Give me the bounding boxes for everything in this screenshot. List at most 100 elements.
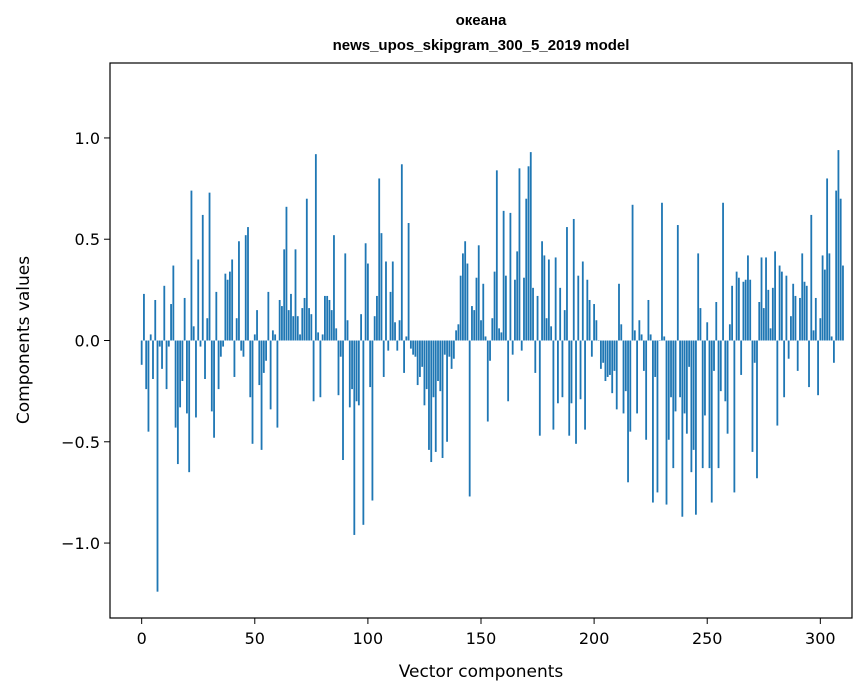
bar — [676, 225, 679, 341]
bar — [342, 340, 344, 461]
bar — [837, 150, 840, 341]
bar — [566, 227, 568, 341]
bar — [355, 340, 358, 402]
bar — [536, 295, 539, 341]
bar — [507, 340, 510, 402]
bar — [428, 340, 430, 450]
bar — [611, 340, 614, 394]
bar — [654, 340, 657, 377]
bar — [509, 212, 512, 341]
bar — [484, 336, 487, 341]
bar — [319, 340, 322, 398]
bar — [292, 316, 295, 341]
bar — [604, 340, 607, 382]
bar — [172, 265, 175, 341]
bar — [183, 297, 186, 341]
bar — [554, 257, 557, 341]
bar — [830, 336, 833, 341]
bar — [339, 340, 342, 357]
bar — [744, 279, 747, 341]
bar — [624, 340, 627, 392]
bar — [419, 340, 421, 377]
bar — [308, 308, 310, 341]
y-tick-label: −1.0 — [61, 534, 100, 553]
chart-title: океана — [456, 12, 507, 29]
bar — [563, 310, 566, 341]
bar — [719, 340, 722, 392]
bar — [244, 235, 247, 341]
bar — [615, 340, 618, 410]
bar — [835, 190, 838, 341]
bar — [570, 340, 573, 404]
bar — [480, 320, 482, 341]
bar — [224, 273, 227, 341]
bar — [493, 271, 496, 341]
bar — [751, 340, 754, 452]
bar — [799, 297, 801, 341]
bar — [448, 340, 451, 357]
bar — [477, 245, 480, 341]
bar — [235, 318, 238, 341]
bar — [222, 340, 225, 347]
bar — [812, 330, 815, 341]
bar — [529, 152, 532, 341]
bar — [609, 340, 611, 375]
bar — [233, 340, 236, 377]
bar — [190, 190, 193, 341]
y-axis: −1.0 −0.5 0.0 0.5 1.0 — [61, 129, 110, 553]
bar — [749, 279, 752, 341]
bar — [572, 218, 575, 341]
bar — [584, 340, 586, 430]
bar — [296, 316, 299, 341]
bar — [602, 340, 605, 363]
bar — [665, 340, 668, 505]
bar — [439, 340, 442, 392]
bar — [538, 340, 541, 436]
bar — [267, 291, 270, 341]
bar — [527, 166, 530, 341]
bar — [534, 340, 537, 373]
bar — [633, 330, 636, 341]
bar — [523, 277, 525, 341]
bar — [398, 320, 401, 341]
bar — [294, 249, 297, 341]
bar — [491, 318, 494, 341]
bar — [412, 340, 415, 355]
bar — [828, 253, 831, 341]
bar — [303, 297, 306, 341]
bar — [640, 334, 643, 341]
bar — [430, 340, 433, 463]
bar — [586, 279, 589, 341]
bar — [219, 340, 222, 357]
bar — [165, 340, 168, 390]
bar — [629, 340, 632, 432]
bar — [769, 328, 772, 341]
bar — [271, 330, 274, 341]
bar — [310, 314, 313, 341]
bar — [489, 340, 491, 361]
bar — [242, 340, 245, 357]
bar — [559, 287, 562, 341]
bar — [618, 283, 620, 341]
bar — [301, 308, 304, 341]
bar — [532, 287, 534, 341]
bar — [801, 253, 804, 341]
bar — [701, 340, 704, 469]
bar — [181, 340, 184, 382]
bar — [753, 340, 756, 363]
bar — [305, 198, 308, 341]
chart-subtitle: news_upos_skipgram_300_5_2019 model — [333, 37, 630, 54]
bar — [697, 253, 700, 341]
bar — [213, 340, 215, 438]
bar — [817, 340, 819, 396]
bars-group — [140, 150, 844, 592]
bar — [667, 340, 670, 440]
bar — [258, 340, 261, 386]
bar — [247, 227, 249, 341]
bar — [330, 310, 333, 341]
bar — [394, 322, 396, 341]
bar — [389, 291, 392, 341]
bar — [704, 340, 706, 416]
bar — [231, 259, 234, 341]
bar — [590, 340, 593, 357]
